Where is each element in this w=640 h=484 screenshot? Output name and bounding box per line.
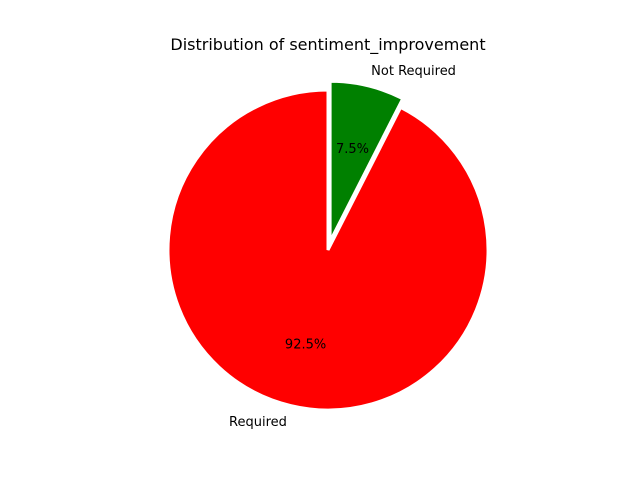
pct-label-required: 92.5% xyxy=(285,337,326,352)
slice-label-required: Required xyxy=(229,415,287,430)
slice-label-not-required: Not Required xyxy=(371,64,456,79)
labels-layer: 7.5% Not Required 92.5% Required xyxy=(229,64,456,430)
pct-label-not-required: 7.5% xyxy=(336,142,369,157)
slices-layer xyxy=(166,79,490,412)
pie-slice-required xyxy=(166,88,490,412)
pie-slice-not-required xyxy=(328,79,405,242)
chart-title: Distribution of sentiment_improvement xyxy=(170,35,485,55)
